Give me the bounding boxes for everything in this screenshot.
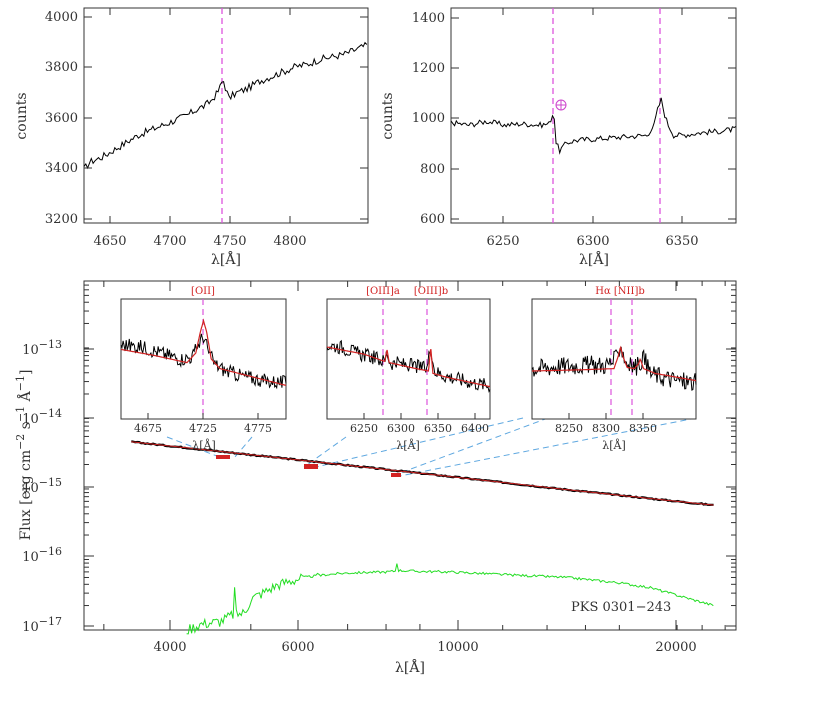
inset-1: [OII] 4675 4725 4775 λ[Å] bbox=[120, 286, 287, 452]
top-left-y-tick-label: 3800 bbox=[45, 60, 78, 75]
inset-3-x-tick-label: 8300 bbox=[592, 422, 620, 435]
top-left-y-tick-label: 4000 bbox=[45, 10, 78, 25]
top-left-x-tick-label: 4700 bbox=[153, 234, 186, 249]
main-x-tick-label: 20000 bbox=[655, 640, 696, 655]
top-left-plot-frame bbox=[83, 7, 369, 224]
top-left-spectrum bbox=[83, 41, 368, 170]
top-right-y-tick-label: 1000 bbox=[412, 111, 445, 126]
inset-3-frame bbox=[531, 298, 697, 420]
inset-1-x-ticks bbox=[147, 413, 259, 419]
inset-1-x-tick-label: 4675 bbox=[134, 422, 162, 435]
top-right-y-tick-label: 1200 bbox=[412, 61, 445, 76]
top-right-x-ticks bbox=[502, 8, 683, 223]
top-left-x-tick-label: 4800 bbox=[273, 234, 306, 249]
top-right-spectrum bbox=[450, 97, 737, 155]
main-y-tick-label: 10−13 bbox=[22, 338, 62, 358]
inset-3-x-tick-label: 8350 bbox=[629, 422, 657, 435]
inset-3: Hα [NII]b 8250 8300 8350 λ[Å] bbox=[531, 286, 697, 452]
top-right-x-tick-label: 6250 bbox=[486, 234, 519, 249]
main-x-ticks bbox=[169, 281, 677, 630]
telluric-icon bbox=[555, 99, 567, 111]
top-right-y-tick-label: 800 bbox=[420, 162, 445, 177]
top-right-x-axis-label: λ[Å] bbox=[579, 250, 609, 268]
top-right-x-tick-label: 6350 bbox=[665, 234, 698, 249]
top-right-y-axis-label: counts bbox=[380, 92, 396, 139]
top-left-x-ticks bbox=[109, 8, 291, 223]
inset-2-x-tick-label: 6350 bbox=[424, 422, 452, 435]
inset-3-x-axis-label: λ[Å] bbox=[602, 438, 626, 452]
main-y-tick-label: 10−17 bbox=[22, 615, 62, 635]
main-y-tick-label: 10−15 bbox=[22, 476, 62, 496]
top-left-x-tick-label: 4750 bbox=[213, 234, 246, 249]
main-x-axis-label: λ[Å] bbox=[395, 658, 425, 676]
top-right-y-tick-label: 1400 bbox=[412, 11, 445, 26]
inset-2-line-label: [OIII]a bbox=[366, 286, 400, 297]
top-left-x-tick-label: 4650 bbox=[93, 234, 126, 249]
inset-1-x-axis-label: λ[Å] bbox=[192, 438, 216, 452]
inset-1-red bbox=[120, 318, 287, 386]
main-x-tick-label: 10000 bbox=[437, 640, 478, 655]
top-left-panel: 4650 4700 4750 4800 3200 3400 3600 3800 … bbox=[14, 7, 369, 268]
inset-3-red bbox=[532, 345, 697, 382]
main-x-tick-label: 6000 bbox=[281, 640, 314, 655]
inset-2-x-axis-label: λ[Å] bbox=[396, 438, 420, 452]
top-left-y-tick-label: 3200 bbox=[45, 212, 78, 227]
top-left-y-tick-label: 3400 bbox=[45, 161, 78, 176]
main-y-tick-label: 10−16 bbox=[22, 545, 62, 565]
top-right-plot-frame bbox=[450, 7, 737, 224]
top-left-y-axis-label: counts bbox=[14, 92, 30, 139]
inset-2: [OIII]a [OIII]b 6250 6300 6350 6400 λ[Å] bbox=[326, 286, 491, 452]
top-left-x-axis-label: λ[Å] bbox=[211, 250, 241, 268]
line-region-marker bbox=[391, 473, 401, 477]
source-name: PKS 0301−243 bbox=[571, 600, 671, 615]
inset-1-line-label: [OII] bbox=[191, 286, 215, 297]
inset-1-x-tick-label: 4725 bbox=[189, 422, 217, 435]
inset-2-line-label: [OIII]b bbox=[414, 286, 448, 297]
inset-2-black bbox=[326, 339, 491, 393]
inset-3-x-ticks bbox=[568, 413, 644, 419]
inset-2-x-tick-label: 6250 bbox=[350, 422, 378, 435]
line-region-marker bbox=[216, 455, 230, 459]
main-spectrum-green bbox=[186, 563, 714, 635]
main-minor-ticks bbox=[84, 280, 736, 631]
top-right-panel: 6250 6300 6350 600 800 1000 1200 1400 λ[… bbox=[380, 7, 737, 268]
top-right-y-ticks bbox=[451, 17, 736, 220]
inset-2-red bbox=[326, 346, 491, 388]
inset-2-x-tick-label: 6300 bbox=[387, 422, 415, 435]
inset-2-frame bbox=[326, 298, 491, 420]
top-right-x-tick-label: 6300 bbox=[576, 234, 609, 249]
main-spectrum-red bbox=[131, 441, 714, 506]
line-region-marker bbox=[304, 464, 318, 469]
main-x-tick-label: 4000 bbox=[153, 640, 186, 655]
main-y-ticks bbox=[84, 348, 736, 627]
main-panel: 4000 6000 10000 20000 λ[Å] 10−17 10−16 1… bbox=[14, 280, 737, 676]
inset-3-line-label: Hα [NII]b bbox=[595, 286, 645, 297]
main-plot-frame bbox=[83, 280, 737, 631]
main-y-tick-label: 10−14 bbox=[22, 407, 62, 427]
inset-2-x-ticks bbox=[363, 413, 476, 419]
top-right-y-tick-label: 600 bbox=[420, 212, 445, 227]
top-left-y-tick-label: 3600 bbox=[45, 111, 78, 126]
inset-2-x-tick-label: 6400 bbox=[461, 422, 489, 435]
top-left-y-ticks bbox=[84, 16, 368, 220]
inset-1-x-tick-label: 4775 bbox=[244, 422, 272, 435]
main-y-axis-label: Flux [erg cm−2 s−1 Å−1] bbox=[14, 370, 34, 541]
inset-3-x-tick-label: 8250 bbox=[555, 422, 583, 435]
